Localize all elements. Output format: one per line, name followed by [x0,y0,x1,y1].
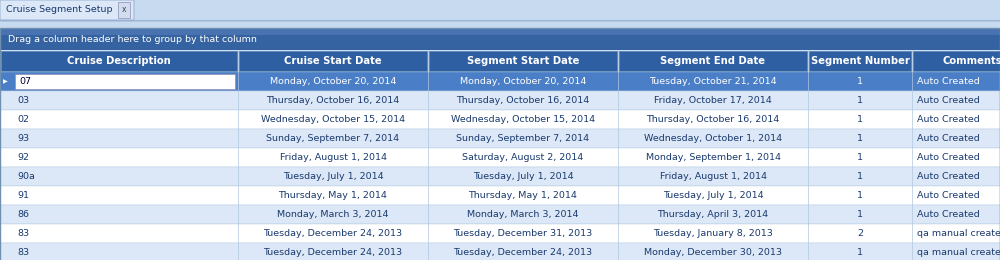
Text: Sunday, September 7, 2014: Sunday, September 7, 2014 [456,134,590,143]
Text: Tuesday, July 1, 2014: Tuesday, July 1, 2014 [473,172,573,181]
Text: Saturday, August 2, 2014: Saturday, August 2, 2014 [462,153,584,162]
Bar [0,167,1000,186]
Text: Monday, March 3, 2014: Monday, March 3, 2014 [277,210,389,219]
Text: Thursday, May 1, 2014: Thursday, May 1, 2014 [279,191,387,200]
Bar [239,51,427,71]
Bar [0,129,1000,148]
Text: Auto Created: Auto Created [917,115,980,124]
Bar [0,0,1000,28]
Bar [0,72,1000,91]
Text: 2: 2 [857,229,863,238]
Text: 1: 1 [857,172,863,181]
Text: 86: 86 [17,210,29,219]
Text: Tuesday, December 24, 2013: Tuesday, December 24, 2013 [263,229,403,238]
Text: Sunday, September 7, 2014: Sunday, September 7, 2014 [266,134,400,143]
Bar [15,74,235,89]
Text: Tuesday, July 1, 2014: Tuesday, July 1, 2014 [663,191,763,200]
Text: Tuesday, July 1, 2014: Tuesday, July 1, 2014 [283,172,383,181]
Text: Auto Created: Auto Created [917,77,980,86]
Text: Wednesday, October 15, 2014: Wednesday, October 15, 2014 [451,115,595,124]
Text: 92: 92 [17,153,29,162]
Text: 1: 1 [857,153,863,162]
Text: 1: 1 [857,96,863,105]
Text: Auto Created: Auto Created [917,153,980,162]
Text: Friday, August 1, 2014: Friday, August 1, 2014 [660,172,767,181]
Text: 1: 1 [857,191,863,200]
Bar [0,35,1000,50]
Text: 93: 93 [17,134,29,143]
Text: Auto Created: Auto Created [917,210,980,219]
Text: Wednesday, October 1, 2014: Wednesday, October 1, 2014 [644,134,782,143]
Text: Thursday, October 16, 2014: Thursday, October 16, 2014 [646,115,780,124]
Text: Monday, December 30, 2013: Monday, December 30, 2013 [644,248,782,257]
Text: Thursday, April 3, 2014: Thursday, April 3, 2014 [657,210,769,219]
Text: Auto Created: Auto Created [917,134,980,143]
Text: 91: 91 [17,191,29,200]
Text: 83: 83 [17,248,29,257]
Text: 1: 1 [857,115,863,124]
Text: Friday, August 1, 2014: Friday, August 1, 2014 [280,153,386,162]
Text: 02: 02 [17,115,29,124]
Text: 1: 1 [857,134,863,143]
Text: Monday, September 1, 2014: Monday, September 1, 2014 [646,153,780,162]
Text: 07: 07 [19,77,31,86]
Bar [0,148,1000,167]
Text: 90a: 90a [17,172,35,181]
Text: Tuesday, October 21, 2014: Tuesday, October 21, 2014 [649,77,777,86]
Bar [619,51,807,71]
Bar [0,224,1000,243]
Text: Segment Start Date: Segment Start Date [467,56,579,66]
Bar [0,91,1000,110]
Text: Comments: Comments [942,56,1000,66]
Bar [913,51,1000,71]
Bar [0,186,1000,205]
Text: Monday, October 20, 2014: Monday, October 20, 2014 [460,77,586,86]
Bar [118,2,130,18]
FancyBboxPatch shape [0,0,134,20]
Text: Segment Number: Segment Number [811,56,909,66]
Bar [0,243,1000,260]
Bar [0,50,1000,72]
Text: ▶: ▶ [3,79,8,84]
Text: Tuesday, December 24, 2013: Tuesday, December 24, 2013 [453,248,593,257]
Bar [0,110,1000,129]
Text: Auto Created: Auto Created [917,172,980,181]
Text: Tuesday, January 8, 2013: Tuesday, January 8, 2013 [653,229,773,238]
Text: Cruise Segment Setup: Cruise Segment Setup [6,5,112,15]
Text: Auto Created: Auto Created [917,191,980,200]
Text: x: x [122,5,126,15]
Text: Tuesday, December 31, 2013: Tuesday, December 31, 2013 [453,229,593,238]
Text: Tuesday, December 24, 2013: Tuesday, December 24, 2013 [263,248,403,257]
Text: Thursday, May 1, 2014: Thursday, May 1, 2014 [469,191,577,200]
Bar [429,51,617,71]
Bar [809,51,911,71]
Text: Thursday, October 16, 2014: Thursday, October 16, 2014 [266,96,400,105]
Text: qa manual create: qa manual create [917,248,1000,257]
Text: Friday, October 17, 2014: Friday, October 17, 2014 [654,96,772,105]
Text: Auto Created: Auto Created [917,96,980,105]
Text: 1: 1 [857,248,863,257]
Text: 03: 03 [17,96,29,105]
Text: 1: 1 [857,210,863,219]
Text: Monday, October 20, 2014: Monday, October 20, 2014 [270,77,396,86]
Text: Cruise Description: Cruise Description [67,56,171,66]
Text: Thursday, October 16, 2014: Thursday, October 16, 2014 [456,96,590,105]
Bar [0,205,1000,224]
Bar [1,51,237,71]
Bar [0,28,1000,35]
Text: 83: 83 [17,229,29,238]
Text: 1: 1 [857,77,863,86]
Text: Monday, March 3, 2014: Monday, March 3, 2014 [467,210,579,219]
Text: Wednesday, October 15, 2014: Wednesday, October 15, 2014 [261,115,405,124]
Text: Cruise Start Date: Cruise Start Date [284,56,382,66]
Text: qa manual create: qa manual create [917,229,1000,238]
Text: Drag a column header here to group by that column: Drag a column header here to group by th… [8,35,257,43]
Text: Segment End Date: Segment End Date [660,56,766,66]
